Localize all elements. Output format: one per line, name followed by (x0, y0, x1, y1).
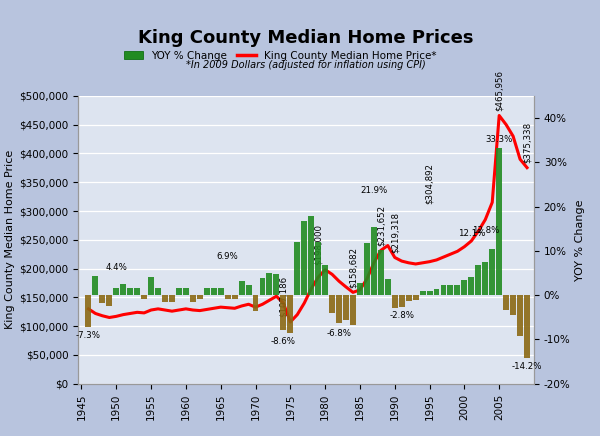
Bar (350, 295, 356, 325)
Bar (280, 295, 286, 330)
Bar (218, 289, 224, 295)
Text: $198,000: $198,000 (314, 224, 323, 265)
Bar (113, 288, 119, 295)
Bar (469, 276, 475, 295)
Bar (92, 276, 98, 295)
Text: $158,682: $158,682 (349, 247, 358, 288)
Bar (524, 295, 530, 358)
Bar (343, 295, 349, 320)
Bar (399, 295, 404, 307)
Y-axis label: King County Median Home Price: King County Median Home Price (5, 150, 15, 330)
Title: King County Median Home Prices: King County Median Home Prices (138, 29, 474, 47)
Bar (245, 286, 251, 295)
Bar (253, 295, 259, 311)
Bar (239, 281, 245, 295)
Bar (448, 285, 454, 295)
Text: $107,186: $107,186 (279, 276, 288, 317)
Bar (266, 272, 272, 295)
Bar (392, 295, 398, 307)
Text: $231,652: $231,652 (376, 204, 385, 246)
Bar (134, 288, 140, 295)
Y-axis label: YOY % Change: YOY % Change (575, 199, 584, 280)
Bar (517, 295, 523, 336)
Bar (496, 148, 502, 295)
Text: 4.4%: 4.4% (106, 263, 127, 272)
Bar (419, 291, 425, 295)
Text: $375,338: $375,338 (523, 122, 532, 163)
Bar (162, 295, 168, 302)
Bar (127, 288, 133, 295)
Bar (169, 295, 175, 302)
Bar (183, 288, 189, 295)
Bar (141, 295, 147, 299)
Bar (301, 221, 307, 295)
Text: $465,956: $465,956 (494, 70, 503, 111)
Text: -2.8%: -2.8% (389, 311, 414, 320)
Bar (434, 289, 439, 295)
Bar (225, 295, 230, 299)
Bar (204, 288, 210, 295)
Text: 12.8%: 12.8% (472, 226, 499, 235)
Bar (364, 243, 370, 295)
Bar (106, 295, 112, 306)
Text: -6.8%: -6.8% (326, 329, 352, 338)
Bar (308, 216, 314, 295)
Text: $219,318: $219,318 (390, 212, 399, 253)
Bar (190, 295, 196, 302)
Text: $304,892: $304,892 (425, 163, 434, 204)
Bar (197, 295, 203, 299)
Bar (274, 274, 280, 295)
Text: -8.6%: -8.6% (271, 337, 296, 346)
Bar (461, 279, 467, 295)
Text: 21.9%: 21.9% (360, 186, 388, 194)
Bar (503, 295, 509, 310)
Bar (260, 278, 265, 295)
Bar (510, 295, 516, 315)
Bar (482, 262, 488, 295)
Bar (413, 295, 419, 300)
Bar (440, 285, 446, 295)
Bar (322, 265, 328, 295)
Bar (176, 288, 182, 295)
Text: 6.9%: 6.9% (217, 252, 239, 261)
Bar (120, 284, 126, 295)
Bar (385, 279, 391, 295)
Text: 33.3%: 33.3% (485, 135, 513, 144)
Text: 12.1%: 12.1% (458, 229, 485, 238)
Bar (100, 295, 106, 303)
Bar (148, 277, 154, 295)
Bar (85, 295, 91, 327)
Bar (211, 288, 217, 295)
Text: -14.2%: -14.2% (512, 361, 542, 371)
Bar (489, 249, 495, 295)
Bar (336, 295, 342, 323)
Bar (406, 295, 412, 301)
Text: *In 2009 Dollars (adjusted for inflation using CPI): *In 2009 Dollars (adjusted for inflation… (186, 60, 426, 70)
Bar (315, 242, 321, 295)
Bar (287, 295, 293, 333)
Bar (475, 265, 481, 295)
Bar (454, 286, 460, 295)
Bar (295, 242, 300, 295)
Bar (232, 295, 238, 299)
Bar (371, 227, 377, 295)
Bar (378, 249, 384, 295)
Bar (357, 283, 363, 295)
Legend: YOY % Change, King County Median Home Price*: YOY % Change, King County Median Home Pr… (119, 47, 441, 65)
Text: -7.3%: -7.3% (76, 331, 101, 340)
Bar (427, 291, 433, 295)
Bar (329, 295, 335, 313)
Bar (155, 288, 161, 295)
